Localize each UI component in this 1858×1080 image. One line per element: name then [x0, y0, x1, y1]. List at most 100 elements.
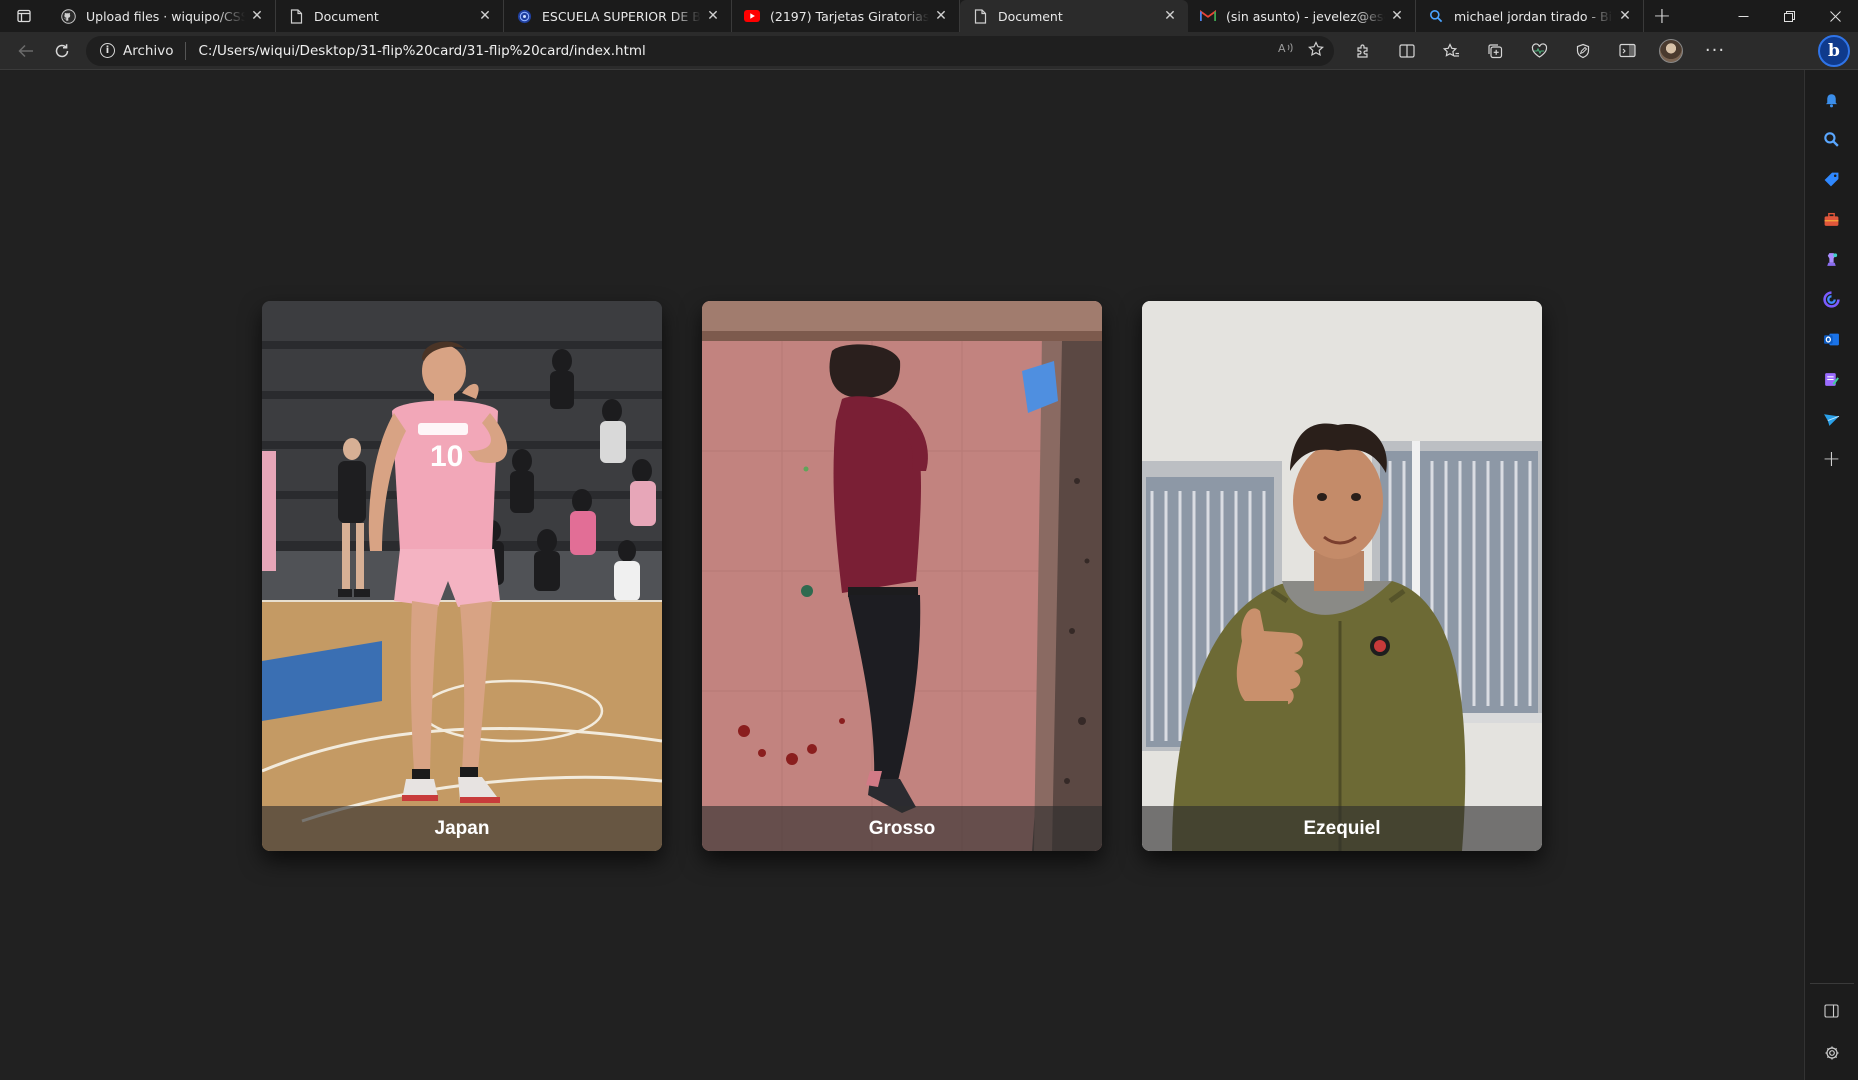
collections-icon	[1487, 43, 1503, 59]
tab-title: (2197) Tarjetas Giratorias (flip c	[770, 9, 929, 24]
favorite-star-icon[interactable]	[1308, 41, 1324, 61]
plus-icon: +	[1653, 4, 1671, 29]
card-name-label: Japan	[262, 806, 662, 851]
svg-text:10: 10	[430, 440, 463, 473]
photo-basketball-player: 10	[262, 301, 662, 851]
split-screen-button[interactable]	[1388, 36, 1426, 66]
split-screen-icon	[1399, 44, 1415, 58]
favorites-button[interactable]	[1432, 36, 1470, 66]
new-tab-button[interactable]: +	[1644, 0, 1680, 32]
card-name-label: Grosso	[702, 806, 1102, 851]
copilot-icon	[1823, 291, 1840, 308]
sidebar-panel-icon	[1619, 43, 1636, 58]
flip-card-grosso[interactable]: Grosso	[702, 301, 1102, 851]
tab-title: ESCUELA SUPERIOR DE BELLAS	[542, 9, 701, 24]
tab-title: Upload files · wiquipo/CSS-acti	[86, 9, 245, 24]
bing-logo-icon: b	[1828, 41, 1840, 61]
tab-document-1[interactable]: Document ✕	[276, 0, 504, 32]
flip-card-ezequiel[interactable]: Ezequiel	[1142, 301, 1542, 851]
bing-copilot-button[interactable]: b	[1818, 35, 1850, 67]
settings-menu-button[interactable]: ···	[1696, 36, 1734, 66]
tab-close-button[interactable]: ✕	[1389, 8, 1405, 24]
edge-sidebar: +	[1804, 70, 1858, 1080]
tab-gmail[interactable]: (sin asunto) - jevelez@escuelas ✕	[1188, 0, 1416, 32]
tab-title: Document	[314, 9, 473, 24]
puzzle-icon	[1355, 43, 1371, 59]
tab-document-active[interactable]: Document ✕	[960, 0, 1188, 32]
browser-essentials-button[interactable]	[1520, 36, 1558, 66]
page-viewport: 10 Japan	[0, 71, 1803, 1080]
card-name-label: Ezequiel	[1142, 806, 1542, 851]
tab-youtube[interactable]: (2197) Tarjetas Giratorias (flip c ✕	[732, 0, 960, 32]
more-dots-icon: ···	[1705, 40, 1725, 61]
minimize-icon	[1738, 11, 1749, 22]
flip-card-japan[interactable]: 10 Japan	[262, 301, 662, 851]
tab-actions-button[interactable]	[0, 0, 48, 32]
collections-button[interactable]	[1476, 36, 1514, 66]
sidebar-shopping[interactable]	[1815, 162, 1849, 196]
plus-icon: +	[1822, 447, 1840, 472]
toolbox-icon	[1823, 211, 1840, 228]
tab-close-button[interactable]: ✕	[933, 8, 949, 24]
tag-icon	[1823, 171, 1840, 188]
sidebar-add-button[interactable]: +	[1815, 442, 1849, 476]
chess-piece-icon	[1823, 251, 1840, 268]
minimize-button[interactable]	[1720, 0, 1766, 32]
tab-close-button[interactable]: ✕	[1162, 8, 1178, 24]
sidebar-hide-button[interactable]	[1815, 994, 1849, 1028]
youtube-icon	[744, 8, 760, 24]
tab-close-button[interactable]: ✕	[477, 8, 493, 24]
info-icon: i	[100, 43, 115, 58]
bing-search-icon	[1428, 8, 1444, 24]
photo-thumbs-up	[1142, 301, 1542, 851]
url-text[interactable]: C:/Users/wiqui/Desktop/31-flip%20card/31…	[186, 43, 1278, 59]
sidebar-copilot-app[interactable]	[1815, 282, 1849, 316]
address-bar[interactable]: i Archivo C:/Users/wiqui/Desktop/31-flip…	[86, 36, 1334, 66]
close-window-button[interactable]	[1812, 0, 1858, 32]
sidebar-outlook[interactable]	[1815, 322, 1849, 356]
tab-close-button[interactable]: ✕	[1617, 8, 1633, 24]
bell-icon	[1823, 91, 1840, 108]
sidebar-notifications[interactable]	[1815, 82, 1849, 116]
gmail-icon	[1200, 8, 1216, 24]
profile-button[interactable]	[1652, 36, 1690, 66]
tab-escuela[interactable]: ESCUELA SUPERIOR DE BELLAS ✕	[504, 0, 732, 32]
sidebar-tools[interactable]	[1815, 202, 1849, 236]
back-arrow-icon	[18, 44, 34, 58]
refresh-icon	[54, 43, 70, 59]
tab-close-button[interactable]: ✕	[249, 8, 265, 24]
read-aloud-icon[interactable]: A	[1278, 41, 1294, 61]
back-button[interactable]	[8, 35, 44, 67]
tab-close-button[interactable]: ✕	[705, 8, 721, 24]
close-icon	[1830, 11, 1841, 22]
copilot-edit-button[interactable]	[1564, 36, 1602, 66]
tab-bing-images[interactable]: michael jordan tirado - Bing im ✕	[1416, 0, 1644, 32]
site-info-button[interactable]: i Archivo	[100, 42, 186, 60]
sidebar-games[interactable]	[1815, 242, 1849, 276]
outlook-icon	[1823, 331, 1840, 348]
sidebar-search[interactable]	[1815, 122, 1849, 156]
notepad-icon	[1823, 371, 1840, 388]
scheme-label: Archivo	[123, 43, 173, 59]
paper-plane-icon	[1823, 411, 1840, 428]
sidebar-send[interactable]	[1815, 402, 1849, 436]
restore-button[interactable]	[1766, 0, 1812, 32]
tab-title: (sin asunto) - jevelez@escuelas	[1226, 9, 1385, 24]
gear-icon	[1824, 1045, 1840, 1061]
sidebar-toggle-button[interactable]	[1608, 36, 1646, 66]
favorites-icon	[1443, 43, 1460, 59]
tab-github[interactable]: Upload files · wiquipo/CSS-acti ✕	[48, 0, 276, 32]
sidebar-settings-button[interactable]	[1815, 1036, 1849, 1070]
tab-title: Document	[998, 9, 1158, 24]
search-icon	[1823, 131, 1840, 148]
refresh-button[interactable]	[44, 35, 80, 67]
document-icon	[972, 8, 988, 24]
tab-actions-icon	[17, 9, 31, 23]
svg-text:A: A	[1278, 42, 1286, 55]
github-icon	[60, 8, 76, 24]
school-icon	[516, 8, 532, 24]
sidebar-drop[interactable]	[1815, 362, 1849, 396]
avatar	[1659, 39, 1683, 63]
tab-title: michael jordan tirado - Bing im	[1454, 9, 1613, 24]
extensions-button[interactable]	[1344, 36, 1382, 66]
